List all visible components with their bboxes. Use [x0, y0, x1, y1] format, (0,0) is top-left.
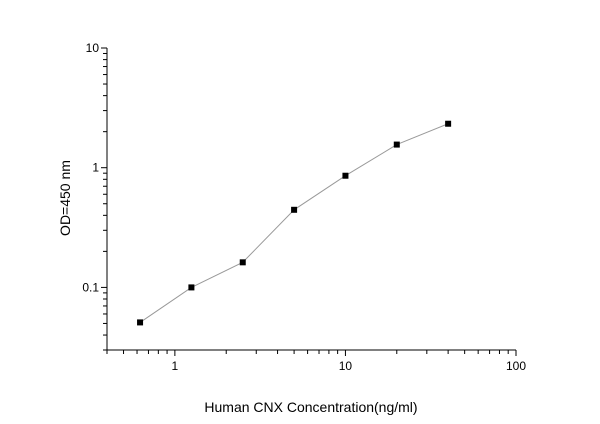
x-tick-label: 100 [506, 359, 526, 373]
axes: 1 10 100 0.1 1 10 [82, 41, 526, 373]
plot-area [137, 120, 452, 326]
data-point [188, 284, 195, 291]
data-point [342, 172, 349, 179]
y-tick-label: 1 [92, 161, 99, 175]
data-point [239, 259, 246, 266]
y-tick-label: 10 [86, 41, 100, 55]
x-tick-label: 1 [172, 359, 179, 373]
x-axis-label: Human CNX Concentration(ng/ml) [204, 399, 417, 415]
data-point [137, 319, 144, 326]
x-tick-label: 10 [339, 359, 353, 373]
series-line [139, 123, 449, 323]
data-point [445, 120, 452, 127]
data-point [291, 206, 298, 213]
y-axis-label: OD=450 nm [57, 160, 73, 236]
y-tick-label: 0.1 [82, 280, 99, 294]
data-point [393, 141, 400, 148]
